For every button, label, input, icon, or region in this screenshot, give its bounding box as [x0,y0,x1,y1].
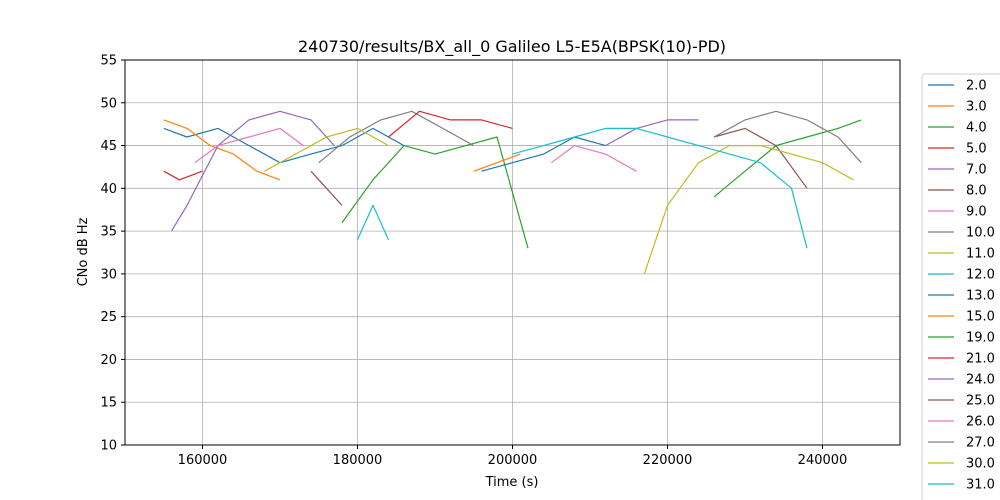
series-line-24.0 [605,119,699,147]
legend-label: 31.0 [966,478,995,493]
y-axis-label: CNo dB Hz [76,217,91,286]
y-tick-label: 30 [100,267,117,282]
x-tick-label: 200000 [488,453,538,468]
series-line-31.0 [512,127,808,249]
x-tick-label: 220000 [643,453,693,468]
y-tick-label: 20 [100,353,117,368]
legend-label: 26.0 [966,415,995,430]
x-tick-label: 240000 [798,453,848,468]
series-line-11.0 [264,127,389,172]
legend-label: 9.0 [966,205,987,220]
legend-label: 12.0 [966,268,995,283]
legend-label: 8.0 [966,184,987,199]
x-tick-label: 180000 [333,453,383,468]
series-line-15.0 [473,153,521,172]
legend-label: 19.0 [966,331,995,346]
grid [125,59,900,446]
legend-label: 25.0 [966,394,995,409]
y-tick-label: 40 [100,182,117,197]
legend-box [921,73,1000,500]
y-tick-label: 10 [100,439,117,454]
x-axis-label: Time (s) [485,475,539,490]
legend-label: 27.0 [966,436,995,451]
legend-label: 2.0 [966,79,987,94]
legend: 2.0 3.0 4.0 5.0 7.0 8.0 9.0 10.0 11.0 12.0 13.0 15.… [921,73,1000,500]
legend-label: 4.0 [966,121,987,136]
legend-label: 11.0 [966,247,995,262]
series-line-19.0 [713,119,862,198]
series-line-30.0 [643,145,854,275]
legend-label: 13.0 [966,289,995,304]
series-line-5.0 [163,170,203,181]
y-tick-label: 45 [100,139,117,154]
series-line-12.0 [356,204,390,240]
y-tick-label: 35 [100,225,117,240]
legend-label: 15.0 [966,310,995,325]
x-tick-label: 160000 [178,453,228,468]
series-line-13.0 [481,136,606,172]
y-ticks: 10 15 20 25 30 35 40 45 50 55 [100,54,125,454]
series-line-8.0 [310,170,343,206]
y-tick-label: 15 [100,396,117,411]
y-tick-label: 25 [100,310,117,325]
series-line-9.0 [194,127,304,164]
legend-label: 30.0 [966,457,995,472]
y-tick-label: 55 [100,54,117,69]
series-line-4.0 [341,136,529,249]
series-lines [163,110,862,275]
legend-label: 7.0 [966,163,987,178]
series-line-3.0 [163,119,281,181]
legend-label: 24.0 [966,373,995,388]
series-line-10.0 [318,110,475,164]
chart-title: 240730/results/BX_all_0 Galileo L5-E5A(B… [298,37,726,57]
series-line-27.0 [713,110,862,164]
series-line-7.0 [170,110,335,232]
x-ticks: 160000 180000 200000 220000 240000 [178,445,848,468]
y-tick-label: 50 [100,96,117,111]
legend-label: 5.0 [966,142,987,157]
legend-label: 3.0 [966,100,987,115]
series-line-21.0 [388,110,513,138]
legend-label: 21.0 [966,352,995,367]
series-line-25.0 [713,127,808,189]
series-line-26.0 [550,145,637,172]
legend-label: 10.0 [966,226,995,241]
